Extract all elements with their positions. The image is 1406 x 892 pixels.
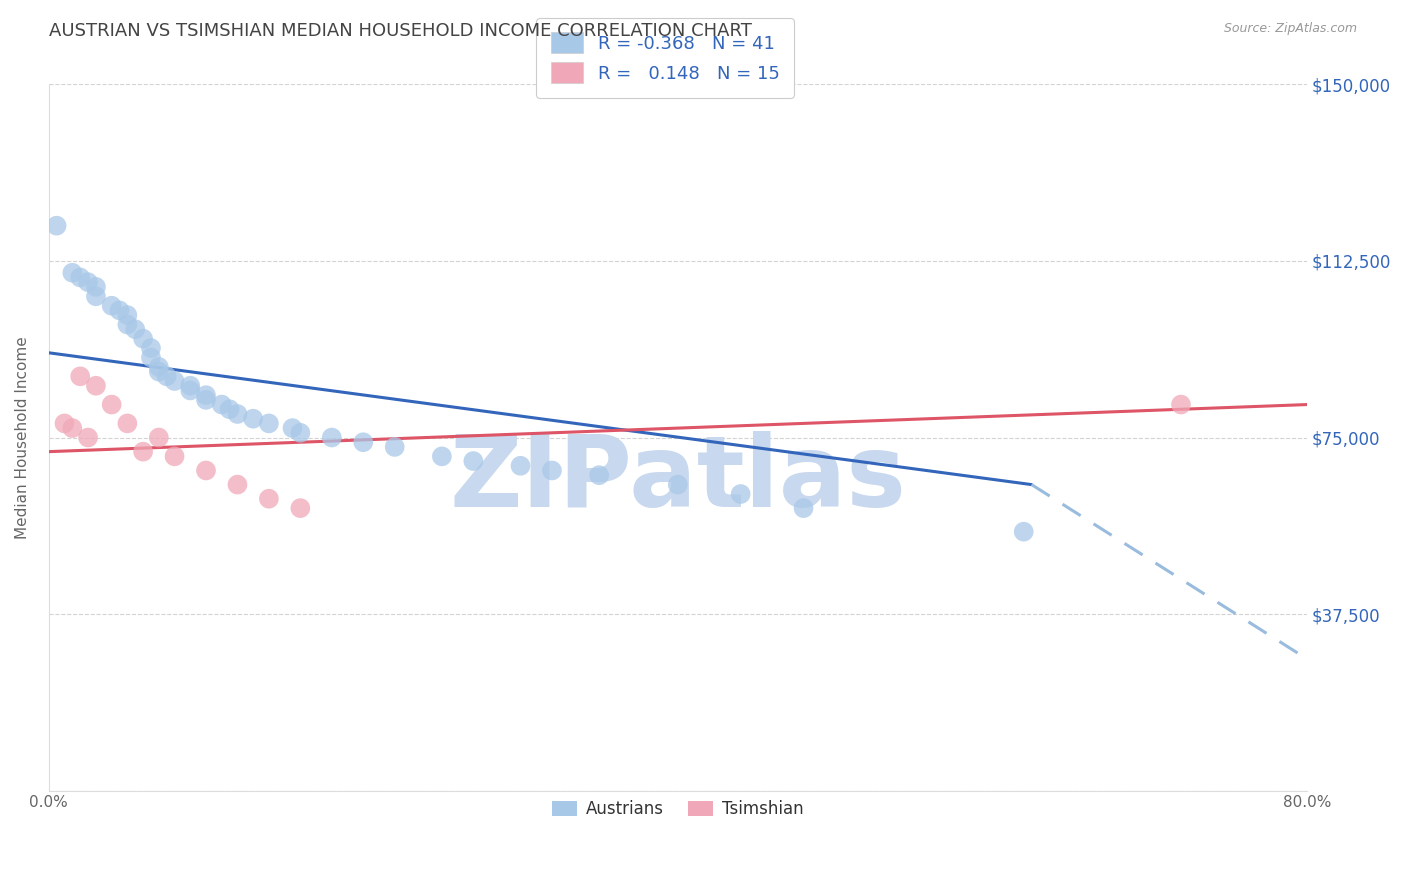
Point bbox=[588, 468, 610, 483]
Point bbox=[156, 369, 179, 384]
Point bbox=[77, 430, 100, 444]
Legend: Austrians, Tsimshian: Austrians, Tsimshian bbox=[546, 793, 810, 824]
Point bbox=[117, 417, 139, 431]
Point bbox=[124, 322, 146, 336]
Point bbox=[60, 266, 83, 280]
Point bbox=[132, 332, 155, 346]
Point bbox=[541, 463, 564, 477]
Point bbox=[666, 477, 689, 491]
Point bbox=[139, 341, 162, 355]
Point bbox=[793, 501, 815, 516]
Point bbox=[60, 421, 83, 435]
Point bbox=[257, 491, 280, 506]
Point bbox=[226, 407, 249, 421]
Point bbox=[509, 458, 531, 473]
Point bbox=[242, 411, 264, 425]
Point bbox=[69, 270, 91, 285]
Point bbox=[321, 430, 343, 444]
Point bbox=[132, 444, 155, 458]
Point bbox=[1012, 524, 1035, 539]
Text: AUSTRIAN VS TSIMSHIAN MEDIAN HOUSEHOLD INCOME CORRELATION CHART: AUSTRIAN VS TSIMSHIAN MEDIAN HOUSEHOLD I… bbox=[49, 22, 752, 40]
Y-axis label: Median Household Income: Median Household Income bbox=[15, 336, 30, 539]
Point bbox=[77, 275, 100, 289]
Point bbox=[117, 308, 139, 322]
Point bbox=[108, 303, 131, 318]
Text: Source: ZipAtlas.com: Source: ZipAtlas.com bbox=[1223, 22, 1357, 36]
Point bbox=[195, 388, 218, 402]
Point bbox=[226, 477, 249, 491]
Text: ZIPatlas: ZIPatlas bbox=[450, 432, 907, 528]
Point bbox=[290, 501, 312, 516]
Point bbox=[139, 351, 162, 365]
Point bbox=[257, 417, 280, 431]
Point bbox=[281, 421, 304, 435]
Point bbox=[352, 435, 374, 450]
Point bbox=[84, 280, 107, 294]
Point bbox=[195, 463, 218, 477]
Point bbox=[179, 384, 201, 398]
Point bbox=[218, 402, 240, 417]
Point bbox=[69, 369, 91, 384]
Point bbox=[195, 392, 218, 407]
Point bbox=[163, 374, 186, 388]
Point bbox=[117, 318, 139, 332]
Point bbox=[384, 440, 406, 454]
Point bbox=[179, 378, 201, 392]
Point bbox=[100, 299, 122, 313]
Point bbox=[45, 219, 67, 233]
Point bbox=[730, 487, 752, 501]
Point bbox=[1170, 398, 1192, 412]
Point bbox=[100, 398, 122, 412]
Point bbox=[148, 430, 170, 444]
Point bbox=[53, 417, 76, 431]
Point bbox=[290, 425, 312, 440]
Point bbox=[148, 365, 170, 379]
Point bbox=[211, 398, 233, 412]
Point bbox=[163, 450, 186, 464]
Point bbox=[84, 378, 107, 392]
Point bbox=[84, 289, 107, 303]
Point bbox=[430, 450, 453, 464]
Point bbox=[463, 454, 485, 468]
Point bbox=[148, 359, 170, 374]
